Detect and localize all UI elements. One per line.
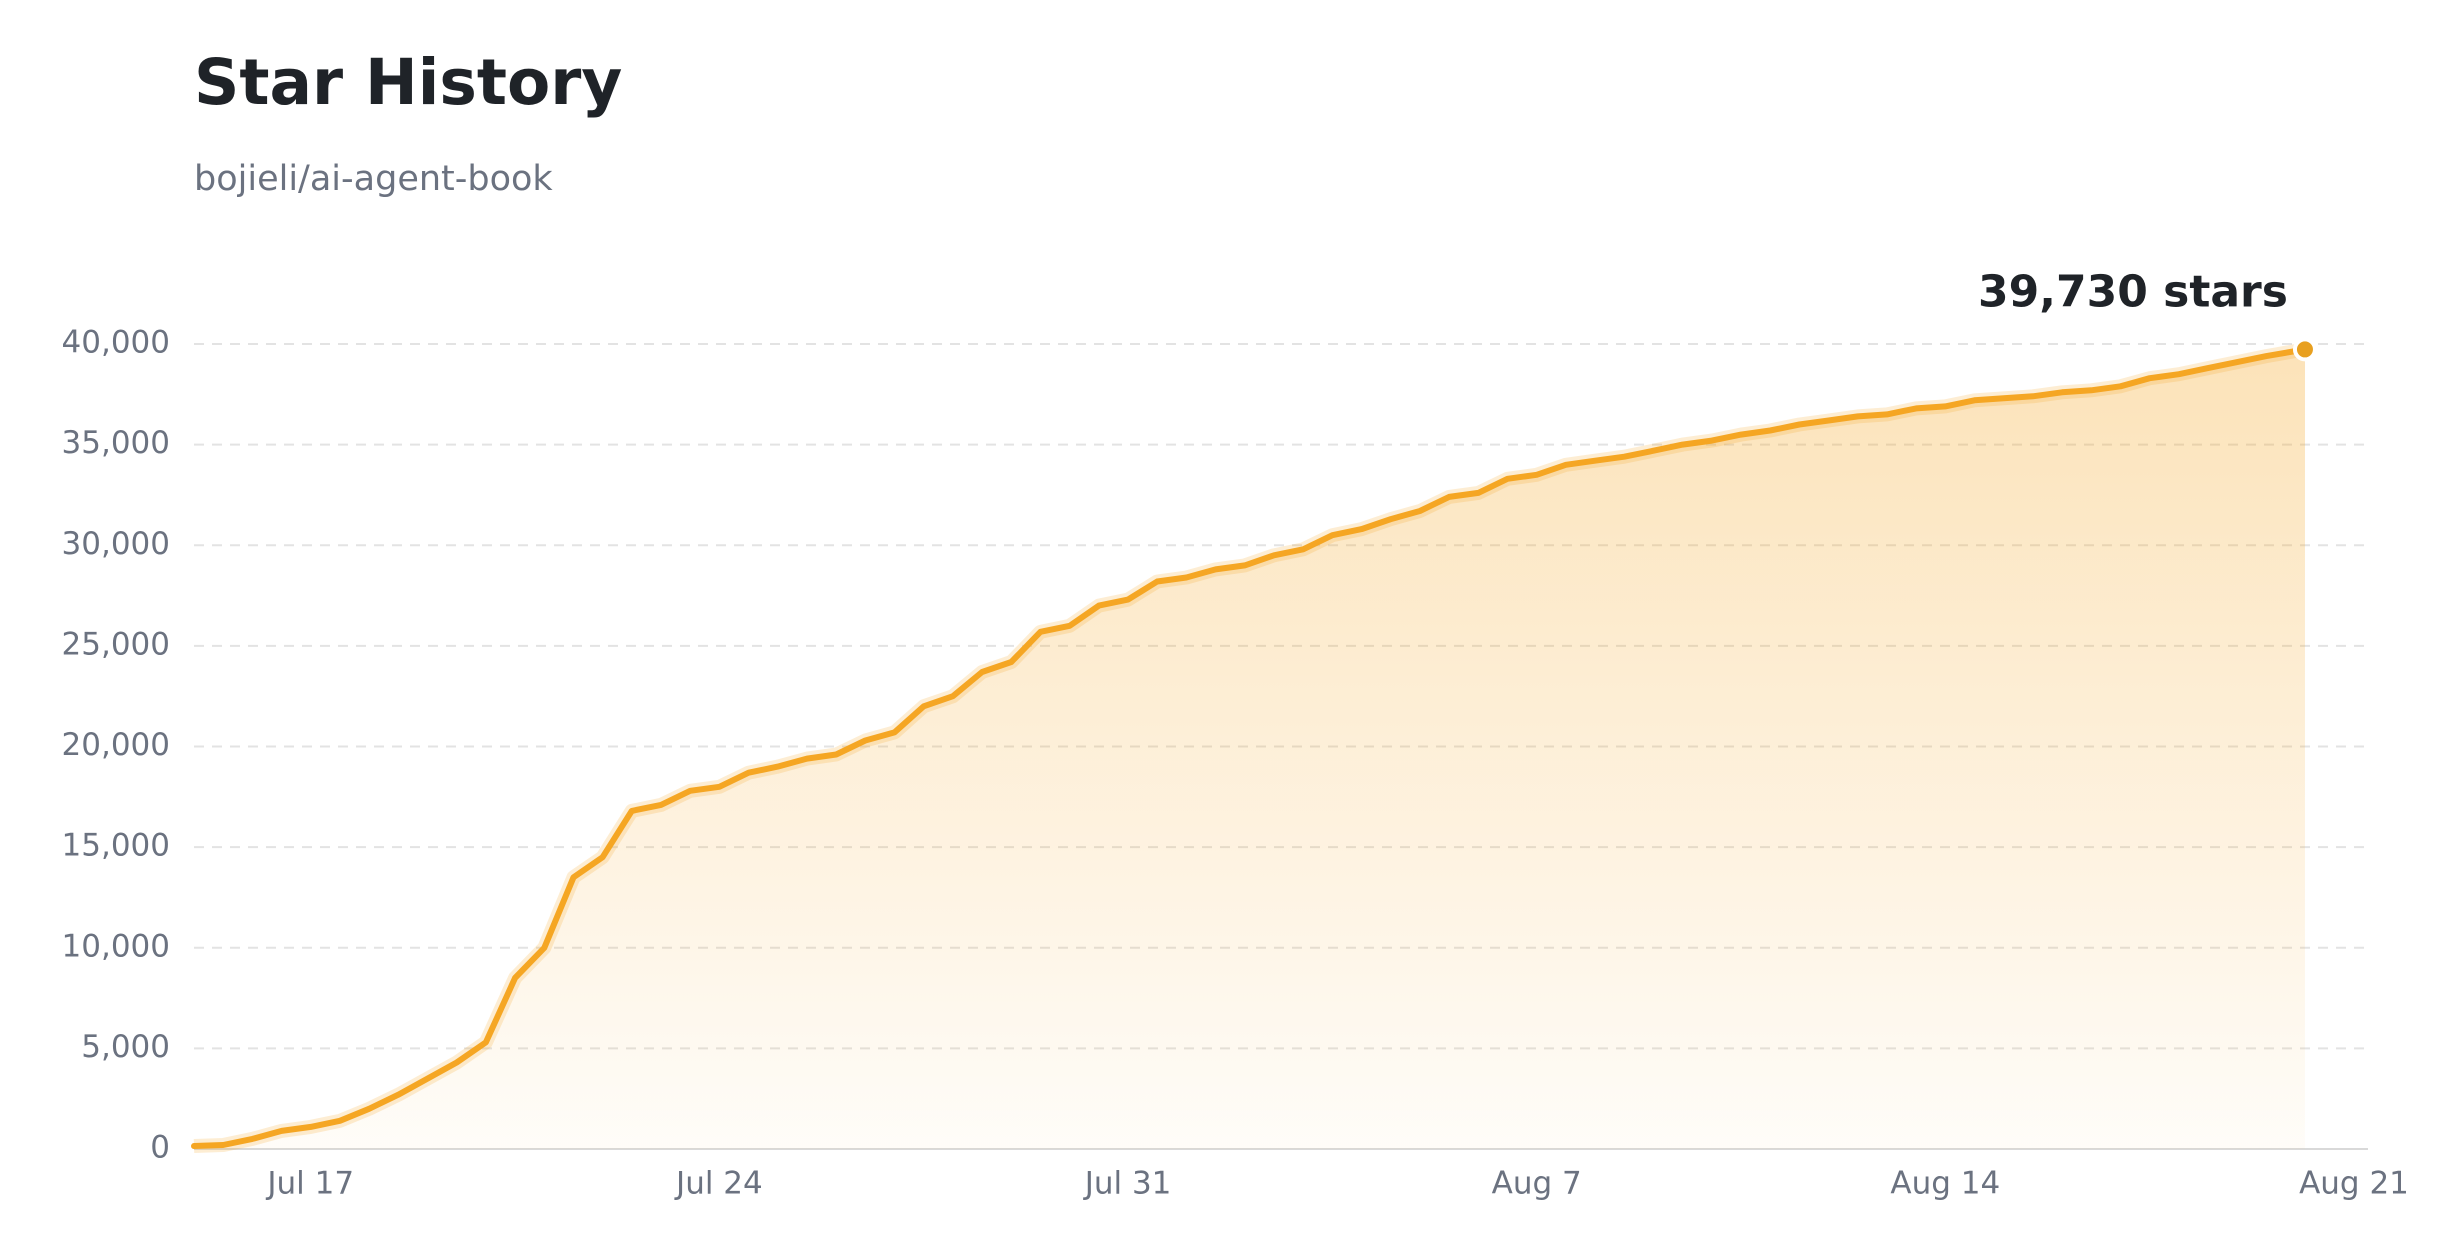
y-tick-label: 5,000 — [81, 1029, 170, 1065]
y-tick-label: 10,000 — [62, 928, 170, 964]
x-tick-label: Aug 7 — [1492, 1166, 1582, 1202]
y-tick-label: 20,000 — [62, 727, 170, 763]
x-tick-label: Jul 24 — [674, 1166, 763, 1202]
last-point — [2292, 337, 2317, 362]
y-tick-label: 30,000 — [62, 526, 170, 562]
area — [194, 349, 2305, 1149]
chart-subtitle: bojieli/ai-agent-book — [194, 159, 553, 199]
y-tick-label: 25,000 — [62, 626, 170, 662]
x-tick-label: Jul 17 — [265, 1166, 354, 1202]
y-tick-label: 40,000 — [62, 325, 170, 361]
line — [191, 346, 2308, 1149]
x-tick-label: Aug 14 — [1890, 1166, 2000, 1202]
x-tick-label: Jul 31 — [1083, 1166, 1172, 1202]
y-tick-label: 15,000 — [62, 828, 170, 864]
y-tick-label: 0 — [150, 1130, 170, 1166]
annotation: 39,730 stars — [1978, 266, 2288, 317]
chart-title: Star History — [194, 46, 622, 119]
y-tick-label: 35,000 — [62, 425, 170, 461]
x-tick-label: Aug 21 — [2299, 1166, 2409, 1202]
